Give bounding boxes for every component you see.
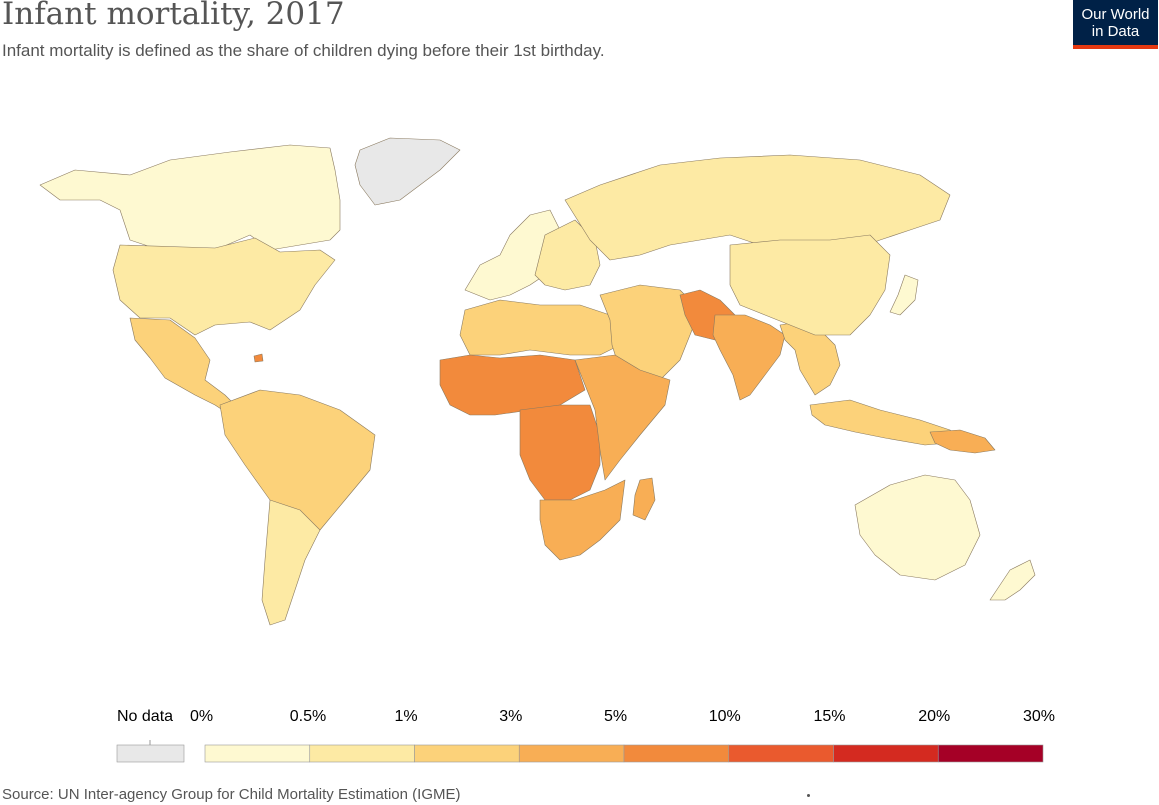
region-southern-cone[interactable] (261, 499, 321, 626)
logo-line-2: in Data (1091, 23, 1140, 40)
chart-title: Infant mortality, 2017 (2, 0, 345, 32)
legend-no-data-swatch (116, 744, 185, 763)
legend-bin-5 (728, 744, 834, 763)
legend-tick-label: 15% (813, 708, 846, 725)
region-india[interactable] (712, 314, 786, 401)
region-greenland[interactable] (354, 137, 461, 206)
legend-tick-label: 10% (708, 708, 741, 725)
region-canada-alaska[interactable] (39, 144, 341, 251)
owid-logo[interactable]: Our World in Data (1073, 0, 1158, 49)
legend-tick-label: 20% (918, 708, 951, 725)
legend-bin-1 (309, 744, 415, 763)
legend-bin-4 (623, 744, 730, 763)
region-south-america[interactable] (219, 389, 376, 551)
region-united-states[interactable] (112, 237, 336, 336)
region-central-africa[interactable] (519, 404, 601, 501)
logo-accent-bar (1073, 45, 1158, 49)
legend-tick-label: 0% (190, 708, 214, 725)
region-east-africa[interactable] (574, 354, 671, 481)
legend-tick-label: 0.5% (289, 708, 327, 725)
region-japan[interactable] (889, 274, 919, 316)
region-china-mongolia[interactable] (729, 234, 891, 336)
region-russia[interactable] (564, 154, 951, 261)
legend-bin-7 (937, 744, 1044, 763)
region-australia[interactable] (854, 474, 981, 581)
source-note: Source: UN Inter-agency Group for Child … (2, 786, 461, 803)
legend-bar (116, 740, 1044, 763)
legend-no-data-label: No data (117, 708, 174, 725)
footer-dot (807, 794, 810, 797)
world-map[interactable] (0, 60, 1159, 650)
legend-bin-3 (518, 744, 625, 763)
chart-subtitle: Infant mortality is defined as the share… (2, 41, 605, 60)
legend-bin-6 (833, 744, 939, 763)
region-papua-new-guinea[interactable] (929, 429, 996, 454)
region-southern-africa[interactable] (539, 479, 626, 561)
legend-tick-label: 3% (499, 708, 523, 725)
legend-tick-label: 5% (604, 708, 628, 725)
region-mexico-central-america[interactable] (129, 317, 241, 419)
legend-bin-2 (414, 744, 520, 763)
region-middle-east[interactable] (599, 284, 701, 386)
region-north-africa[interactable] (459, 299, 621, 356)
region-new-zealand[interactable] (989, 559, 1036, 601)
legend-tick-label: 30% (1023, 708, 1056, 725)
logo-line-1: Our World (1081, 6, 1150, 23)
legend-tick-label: 1% (394, 708, 418, 725)
legend-bin-0 (204, 744, 311, 763)
region-madagascar[interactable] (632, 477, 656, 521)
region-haiti[interactable] (253, 353, 264, 363)
